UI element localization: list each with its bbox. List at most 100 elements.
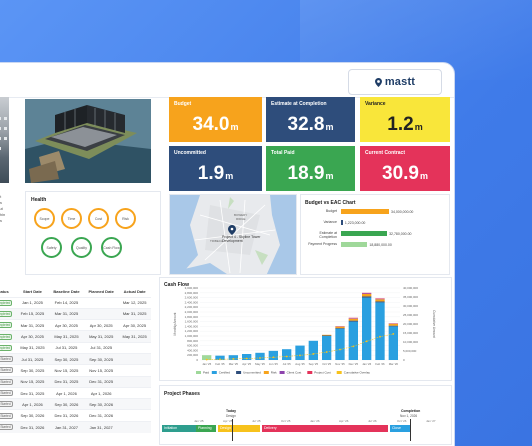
kpi-estimate-at-completion[interactable]: Estimate at Completion 32.8m [266, 97, 355, 142]
bar-uncommitted [388, 325, 398, 327]
kpi-budget-value: 34.0m [192, 114, 239, 135]
phase-bar-close[interactable]: Close [390, 425, 410, 432]
y-tick-label: 1,000,000 [185, 334, 199, 338]
bar-risk [322, 334, 332, 336]
date-cell: Dec 31, 2026 [16, 420, 49, 433]
health-indicator-quality[interactable]: Quality [71, 237, 92, 258]
table-header[interactable]: Baseline Date [53, 289, 80, 295]
date-cell: Apr 1, 2026 [16, 398, 49, 410]
completion-marker-date: Nov 1, 2026 [400, 414, 418, 418]
kpi-uncommitted-label: Uncommitted [174, 150, 206, 156]
health-indicator-time[interactable]: Time [61, 208, 82, 229]
bar-uncommitted [335, 328, 345, 329]
bar-certified [215, 355, 225, 360]
table-header[interactable]: Actual Date [123, 289, 146, 295]
health-title: Health [31, 197, 47, 203]
eac-bar[interactable] [341, 242, 368, 247]
date-cell: Feb 15, 2025 [16, 307, 49, 320]
cumulative-point [272, 356, 275, 359]
map-pin-label: Project 4 - Skyline Tower Development [222, 235, 261, 243]
health-indicator-safety[interactable]: Safety [41, 237, 62, 258]
eac-bar[interactable] [341, 209, 389, 214]
bar-certified [388, 326, 398, 360]
cumulative-point [392, 333, 395, 335]
legend-swatch [307, 371, 313, 374]
description-line: of a [0, 200, 2, 205]
phase-bar-design[interactable]: Design [218, 425, 260, 432]
brand-logo[interactable]: mastt [348, 69, 442, 95]
y2-tick-label: 25,000,000 [403, 313, 418, 317]
location-pin-icon [374, 77, 382, 87]
health-indicator-scope[interactable]: Scope [34, 208, 55, 229]
dashboard-window: mastt Budget 34.0m Es [0, 62, 455, 446]
kpi-current-contract-label: Current Contract [365, 150, 406, 156]
y2-tick-label: 15,000,000 [403, 331, 418, 335]
phase-bar-delivery[interactable]: Delivery [262, 425, 388, 432]
eac-bar[interactable] [341, 231, 388, 236]
table-header[interactable]: Status [0, 289, 9, 295]
kpi-uncommitted[interactable]: Uncommitted 1.9m [169, 146, 262, 191]
status-cell: Completed [0, 296, 17, 309]
kpi-variance[interactable]: Variance 1.2m [360, 97, 450, 142]
date-cell: Apr 30, 2025 [118, 319, 151, 331]
health-indicator-risk[interactable]: Risk [115, 208, 136, 229]
y2-tick-label: 10,000,000 [403, 340, 418, 344]
timeline-month-label: Apr '26 [339, 419, 349, 423]
cash-flow-chart[interactable]: 3,000,0002,800,0002,600,0002,400,0002,20… [160, 278, 453, 382]
kpi-estimate-label: Estimate at Completion [271, 101, 327, 107]
kpi-budget[interactable]: Budget 34.0m [169, 97, 262, 142]
health-indicator-cash-flow[interactable]: Cash Flow [101, 237, 122, 258]
x-tick-label: Jan '25 [202, 362, 211, 366]
phase-bar-initiation[interactable]: Initiation [162, 425, 196, 432]
kpi-total-paid[interactable]: Total Paid 18.9m [266, 146, 355, 191]
cumulative-point [285, 355, 288, 358]
status-cell: Not Started [0, 352, 17, 365]
table-header[interactable]: Start Date [22, 289, 42, 295]
date-cell: Apr 30, 2025 [16, 330, 49, 343]
y-axis-label: Monthly Amount [173, 312, 177, 335]
health-indicator-cost[interactable]: Cost [88, 208, 109, 229]
project-phases-title: Project Phases [164, 391, 200, 397]
table-header[interactable]: Planned Date [88, 289, 114, 295]
eac-title: Budget vs EAC Chart [305, 200, 356, 206]
eac-row-label: Variance [323, 220, 337, 224]
eac-bar[interactable] [341, 220, 343, 225]
date-cell: Apr 1, 2026 [48, 386, 85, 399]
status-badge: Not Started [0, 412, 13, 419]
cumulative-point [312, 353, 315, 355]
date-cell [84, 296, 119, 309]
map-canvas[interactable] [170, 195, 297, 275]
eac-row-label: Payment Progress [308, 242, 337, 246]
bar-certified [268, 350, 278, 360]
status-cell: Not Started [0, 398, 17, 410]
date-cell: Sep 30, 2026 [16, 409, 49, 422]
y2-tick-label: 5,000,000 [403, 349, 417, 353]
x-tick-label: Dec '25 [349, 362, 359, 366]
y-tick-label: 2,000,000 [185, 310, 199, 314]
today-marker-phase: Design [226, 414, 236, 418]
date-cell: Jan 1, 2025 [16, 296, 49, 309]
project-image-tower [0, 97, 9, 183]
kpi-variance-value: 1.2m [387, 114, 423, 135]
map-panel[interactable]: Project 4 - Skyline Tower Development BO… [169, 194, 297, 275]
bar-certified [282, 349, 292, 360]
timeline-month-label: Jul '25 [252, 419, 261, 423]
kpi-current-contract-value: 30.9m [382, 163, 428, 184]
phase-bar-planning[interactable]: Planning [196, 425, 216, 432]
kpi-current-contract[interactable]: Current Contract 30.9m [360, 146, 450, 191]
x-tick-label: Nov '25 [335, 362, 345, 366]
date-cell [118, 341, 151, 354]
date-cell: Jul 31, 2025 [84, 341, 119, 354]
